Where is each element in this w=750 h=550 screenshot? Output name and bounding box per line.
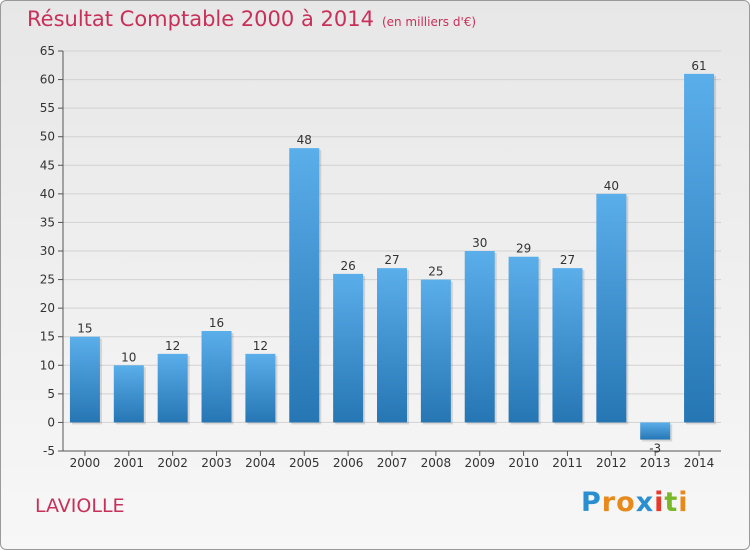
x-tick-label: 2014 — [684, 456, 715, 470]
bar-value-label: 27 — [384, 253, 399, 267]
bar — [596, 193, 627, 423]
bar-value-label: 15 — [77, 322, 92, 336]
x-tick-label: 2013 — [640, 456, 671, 470]
bar — [245, 353, 276, 423]
bar-value-label: 48 — [297, 133, 312, 147]
bar-value-label: 61 — [691, 59, 706, 73]
y-tick-label: 25 — [40, 273, 55, 287]
x-tick-label: 2012 — [596, 456, 627, 470]
y-tick-label: 40 — [40, 187, 55, 201]
y-tick-label: 20 — [40, 301, 55, 315]
bar-value-label: 16 — [209, 316, 224, 330]
y-tick-label: -5 — [43, 444, 55, 458]
logo-letter: i — [654, 487, 665, 518]
bar-value-label: 12 — [165, 339, 180, 353]
bar — [289, 148, 320, 423]
y-tick-label: 30 — [40, 244, 55, 258]
bar-value-label: 25 — [428, 265, 443, 279]
x-tick-label: 2009 — [464, 456, 495, 470]
place-name: LAVIOLLE — [35, 495, 125, 517]
bar — [201, 331, 232, 423]
x-tick-label: 2001 — [114, 456, 145, 470]
bar — [377, 268, 407, 423]
bar — [464, 251, 495, 423]
bar-value-label: 30 — [472, 236, 487, 250]
bar-value-label: 10 — [121, 350, 136, 364]
bar-value-label: 12 — [253, 339, 268, 353]
proxiti-logo[interactable]: Proxiti — [581, 487, 689, 518]
bar — [684, 73, 715, 423]
title-text: Résultat Comptable 2000 à 2014 — [27, 7, 374, 31]
x-tick-label: 2005 — [289, 456, 320, 470]
y-tick-label: 45 — [40, 158, 55, 172]
y-tick-label: 65 — [40, 44, 55, 58]
bar-value-label: 40 — [604, 179, 619, 193]
logo-letter: t — [664, 487, 679, 518]
y-tick-label: 0 — [47, 415, 55, 429]
bar-value-label: 26 — [340, 259, 355, 273]
x-tick-label: 2000 — [70, 456, 101, 470]
bar — [113, 365, 144, 423]
y-tick-label: 60 — [40, 73, 55, 87]
y-tick-label: 55 — [40, 101, 55, 115]
bar — [69, 336, 100, 423]
y-tick-label: 10 — [40, 358, 55, 372]
x-tick-label: 2006 — [333, 456, 364, 470]
x-tick-label: 2011 — [552, 456, 583, 470]
bar-value-label: 29 — [516, 242, 531, 256]
logo-letter: x — [635, 487, 655, 518]
logo-letter: o — [616, 487, 636, 518]
y-tick-label: 5 — [47, 387, 55, 401]
y-tick-label: 50 — [40, 130, 55, 144]
logo-letter: i — [678, 487, 689, 518]
x-tick-label: 2002 — [157, 456, 188, 470]
title-unit: (en milliers d'€) — [381, 15, 477, 29]
chart-title: Résultat Comptable 2000 à 2014 (en millie… — [27, 7, 476, 31]
bar — [157, 353, 188, 423]
bar-value-label: -3 — [649, 442, 661, 456]
bar — [508, 256, 539, 423]
x-tick-label: 2008 — [421, 456, 452, 470]
y-tick-label: 35 — [40, 215, 55, 229]
bar — [420, 279, 451, 423]
bar — [552, 268, 583, 423]
bar-value-label: 27 — [560, 253, 575, 267]
bar — [333, 273, 364, 423]
bar — [640, 422, 671, 440]
x-tick-label: 2010 — [508, 456, 539, 470]
x-tick-label: 2003 — [201, 456, 232, 470]
y-tick-label: 15 — [40, 330, 55, 344]
x-tick-label: 2007 — [377, 456, 408, 470]
logo-letter: P — [581, 487, 602, 518]
logo-letter: r — [601, 487, 617, 518]
x-tick-label: 2004 — [245, 456, 276, 470]
